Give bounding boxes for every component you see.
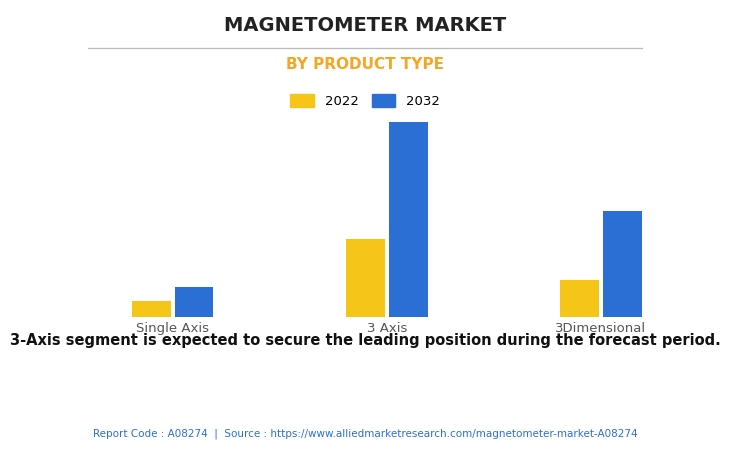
Legend: 2022, 2032: 2022, 2032 bbox=[286, 91, 444, 112]
Bar bbox=[561, 280, 599, 317]
Text: Report Code : A08274  |  Source : https://www.alliedmarketresearch.com/magnetome: Report Code : A08274 | Source : https://… bbox=[93, 428, 637, 439]
Text: BY PRODUCT TYPE: BY PRODUCT TYPE bbox=[286, 57, 444, 72]
Bar bbox=[389, 122, 428, 317]
Text: 3-Axis segment is expected to secure the leading position during the forecast pe: 3-Axis segment is expected to secure the… bbox=[9, 333, 721, 348]
Bar bbox=[132, 301, 171, 317]
Bar bbox=[346, 239, 385, 317]
Bar bbox=[175, 287, 213, 317]
Text: MAGNETOMETER MARKET: MAGNETOMETER MARKET bbox=[224, 16, 506, 35]
Bar bbox=[603, 211, 642, 317]
